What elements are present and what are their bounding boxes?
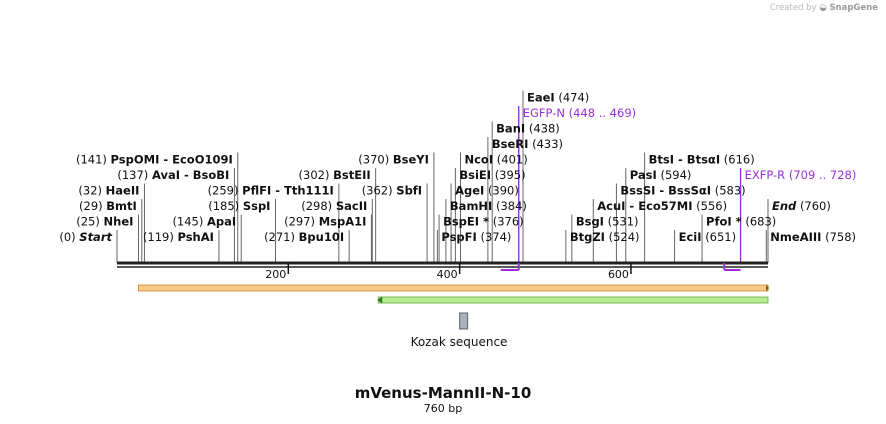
credit-brand: SnapGene (829, 3, 878, 13)
site-label-sspi[interactable]: (185) SspI (208, 199, 270, 213)
site-label-ncoi[interactable]: NcoI (401) (464, 153, 527, 167)
ruler-tick-label: 400 (437, 268, 458, 281)
feature-tracks (138, 284, 769, 330)
site-label-mspa1i[interactable]: (297) MspA1I (284, 215, 366, 229)
map-length: 760 bp (423, 402, 463, 415)
site-label-eaei[interactable]: EaeI (474) (527, 91, 589, 105)
site-label-pspomi-ecoo109i[interactable]: (141) PspOMI - EcoO109I (76, 153, 233, 167)
site-label-bspei[interactable]: BspEI * (376) (443, 215, 524, 229)
map-title: mVenus-MannII-N-10 (354, 384, 532, 402)
ruler-tick-label: 200 (265, 268, 286, 281)
site-label-apai[interactable]: (145) ApaI (172, 215, 236, 229)
feature-mvenus-mannii-arrowhead (766, 284, 769, 292)
site-leaders (116, 90, 769, 263)
site-label-acui-eco57mi[interactable]: AcuI - Eco57MI (556) (597, 199, 727, 213)
site-label-sbfi[interactable]: (362) SbfI (362, 184, 422, 198)
site-label-pfoi[interactable]: PfoI * (683) (706, 215, 776, 229)
kozak-sequence-label[interactable]: Kozak sequence (410, 335, 508, 349)
snapgene-credit: Created by ◒ SnapGene (770, 3, 878, 13)
site-label-pasi[interactable]: PasI (594) (630, 168, 692, 182)
site-label-agei[interactable]: AgeI (390) (455, 184, 519, 198)
site-label-sacii[interactable]: (298) SacII (301, 199, 367, 213)
site-label-haeii[interactable]: (32) HaeII (78, 184, 139, 198)
credit-prefix: Created by (769, 3, 817, 13)
feature-kozak-sequence[interactable] (459, 312, 469, 330)
site-label-bseyi[interactable]: (370) BseYI (358, 153, 429, 167)
end-label-start[interactable]: (0) Start (59, 230, 112, 244)
dna-backbone (117, 261, 768, 268)
site-label-nmeaiii[interactable]: NmeAIII (758) (770, 230, 856, 244)
site-label-pshai[interactable]: (119) PshAI (143, 230, 214, 244)
site-label-ecii[interactable]: EciI (651) (679, 230, 737, 244)
feature-mvenus-mannii[interactable] (138, 284, 769, 292)
site-label-bpu10i[interactable]: (271) Bpu10I (264, 230, 344, 244)
site-label-pspfi[interactable]: PspFI (374) (441, 230, 511, 244)
site-label-bsiei[interactable]: BsiEI (395) (459, 168, 525, 182)
site-label-nhei[interactable]: (25) NheI (76, 215, 133, 229)
feature-mannii[interactable] (377, 296, 769, 304)
site-label-bsgi[interactable]: BsgI (531) (576, 215, 639, 229)
site-label-bsteii[interactable]: (302) BstEII (299, 168, 371, 182)
site-label-bani[interactable]: BanI (438) (496, 122, 560, 136)
primer-label-egfp-n[interactable]: EGFP-N (448 .. 469) (523, 106, 636, 120)
site-label-bmti[interactable]: (29) BmtI (79, 199, 137, 213)
feature-mannii-arrowhead (377, 296, 383, 304)
ruler-ticks: 200 400 600 (265, 263, 632, 281)
site-label-pflfi-tth111i[interactable]: (259) PflFI - Tth111I (208, 184, 334, 198)
site-label-bsssi-bsss-i[interactable]: BssSI - BssSαI (583) (620, 184, 745, 198)
primer-label-exfp-r[interactable]: EXFP-R (709 .. 728) (745, 168, 857, 182)
ruler-tick-label: 600 (608, 268, 629, 281)
site-label-bamhi[interactable]: BamHI (384) (450, 199, 527, 213)
end-label-end[interactable]: End (760) (772, 199, 831, 213)
site-label-btsi-bts-i[interactable]: BtsI - BtsαI (616) (649, 153, 755, 167)
site-label-bseri[interactable]: BseRI (433) (492, 137, 563, 151)
primer-marks (500, 263, 741, 271)
site-label-btgzi[interactable]: BtgZI (524) (570, 230, 640, 244)
snapgene-logo-icon: ◒ (819, 3, 827, 13)
site-labels: (0) Start(25) NheI (29) BmtI(32) HaeII (11… (59, 91, 856, 245)
site-label-avai-bsobi[interactable]: (137) AvaI - BsoBI (117, 168, 229, 182)
